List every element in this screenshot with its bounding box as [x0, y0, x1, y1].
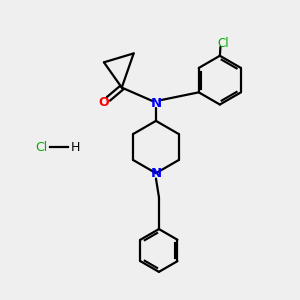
Text: N: N [150, 98, 161, 110]
Text: N: N [150, 167, 161, 180]
Text: Cl: Cl [218, 37, 229, 50]
Text: H: H [71, 140, 80, 154]
Text: O: O [99, 96, 109, 109]
Text: Cl: Cl [35, 140, 48, 154]
